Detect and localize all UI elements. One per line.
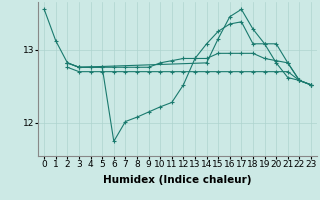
X-axis label: Humidex (Indice chaleur): Humidex (Indice chaleur) bbox=[103, 175, 252, 185]
